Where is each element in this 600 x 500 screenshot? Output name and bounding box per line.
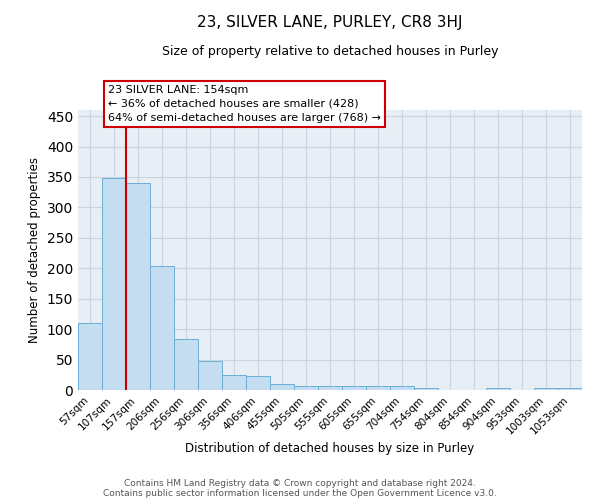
Bar <box>78 323 102 390</box>
Bar <box>390 386 414 390</box>
Bar <box>222 375 246 390</box>
Bar <box>318 386 342 390</box>
Y-axis label: Number of detached properties: Number of detached properties <box>28 157 41 343</box>
Bar <box>294 386 318 390</box>
Text: Contains public sector information licensed under the Open Government Licence v3: Contains public sector information licen… <box>103 488 497 498</box>
Bar <box>342 386 366 390</box>
Bar <box>366 386 390 390</box>
Bar <box>534 388 558 390</box>
Bar <box>150 266 174 390</box>
Text: 23 SILVER LANE: 154sqm
← 36% of detached houses are smaller (428)
64% of semi-de: 23 SILVER LANE: 154sqm ← 36% of detached… <box>108 85 381 123</box>
Bar <box>486 388 510 390</box>
Bar <box>174 340 198 390</box>
Bar <box>558 388 582 390</box>
Bar <box>414 388 438 390</box>
Text: Size of property relative to detached houses in Purley: Size of property relative to detached ho… <box>162 45 498 58</box>
Bar <box>102 178 126 390</box>
Text: 23, SILVER LANE, PURLEY, CR8 3HJ: 23, SILVER LANE, PURLEY, CR8 3HJ <box>197 15 463 30</box>
Text: Contains HM Land Registry data © Crown copyright and database right 2024.: Contains HM Land Registry data © Crown c… <box>124 478 476 488</box>
Bar <box>270 384 294 390</box>
X-axis label: Distribution of detached houses by size in Purley: Distribution of detached houses by size … <box>185 442 475 455</box>
Bar <box>126 183 150 390</box>
Bar <box>198 362 222 390</box>
Bar <box>246 376 270 390</box>
